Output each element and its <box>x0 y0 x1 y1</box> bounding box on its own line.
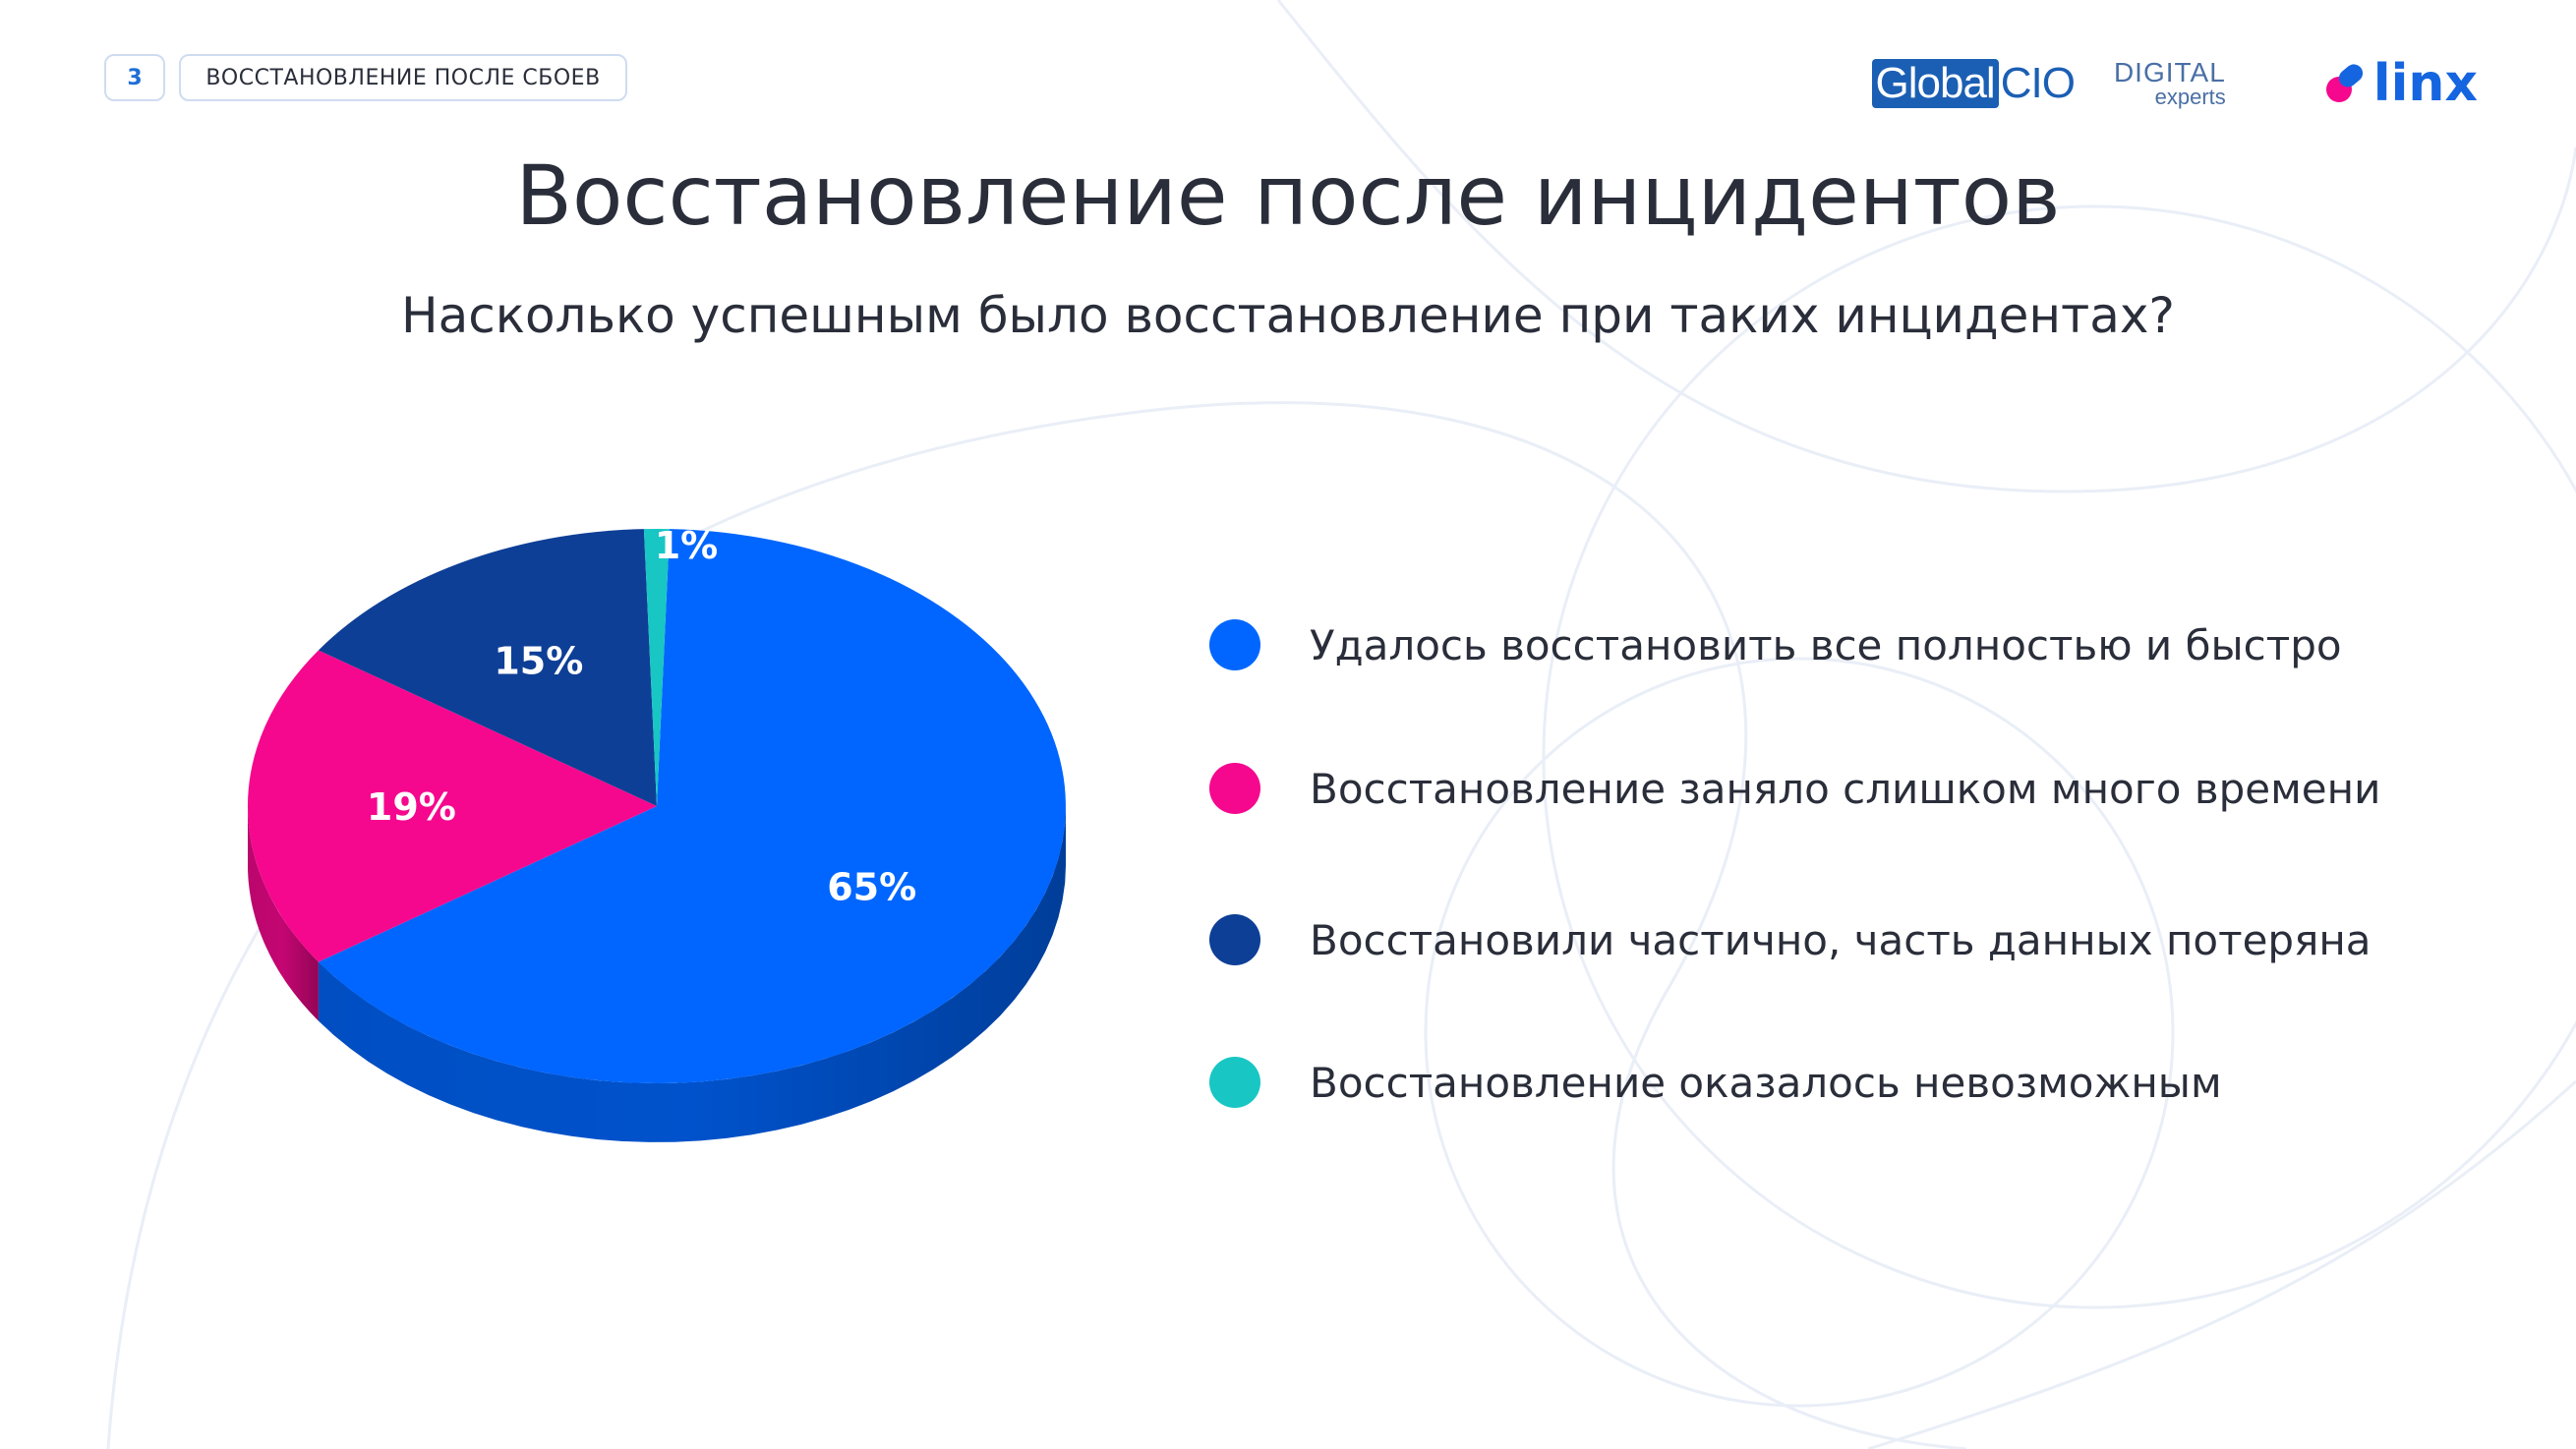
pie-data-label: 1% <box>655 524 719 567</box>
legend-swatch <box>1209 1057 1260 1108</box>
pie-data-label: 15% <box>494 640 583 683</box>
pie-data-label: 19% <box>367 785 456 829</box>
pie-slice <box>318 529 657 806</box>
page-number-badge: 3 <box>104 54 165 101</box>
legend-label: Восстановление оказалось невозможным <box>1310 1058 2222 1107</box>
pie-slice <box>247 650 657 962</box>
partner-logos: Global CIO DIGITAL experts linx <box>1871 49 2478 118</box>
linx-logo: linx <box>2324 54 2478 113</box>
legend-swatch <box>1209 763 1260 814</box>
legend-item: Восстановили частично, часть данных поте… <box>1209 914 2371 965</box>
pie-slice-side-shade <box>248 806 319 1021</box>
legend-swatch <box>1209 914 1260 965</box>
pie-data-label: 65% <box>827 866 916 909</box>
digital-experts-logo: DIGITAL experts <box>2113 57 2226 109</box>
chart-subtitle: Насколько успешным было восстановление п… <box>401 287 2175 344</box>
linx-logo-mark-icon <box>2325 64 2363 102</box>
legend-label: Восстановили частично, часть данных поте… <box>1310 915 2371 964</box>
legend-item: Удалось восстановить все полностью и быс… <box>1209 619 2342 670</box>
globalcio-logo: Global CIO <box>1871 59 2076 108</box>
page-title: Восстановление после инцидентов <box>515 147 2061 244</box>
legend-label: Восстановление заняло слишком много врем… <box>1310 764 2381 813</box>
legend-label: Удалось восстановить все полностью и быс… <box>1310 620 2342 669</box>
pie-slice <box>318 529 1066 1083</box>
legend-swatch <box>1209 619 1260 670</box>
pie-slice-side-shade <box>318 806 1066 1142</box>
section-tag: ВОССТАНОВЛЕНИЕ ПОСЛЕ СБОЕВ <box>179 54 627 101</box>
legend-item: Восстановление заняло слишком много врем… <box>1209 763 2380 814</box>
pie-slice <box>643 528 671 806</box>
legend-item: Восстановление оказалось невозможным <box>1209 1057 2222 1108</box>
